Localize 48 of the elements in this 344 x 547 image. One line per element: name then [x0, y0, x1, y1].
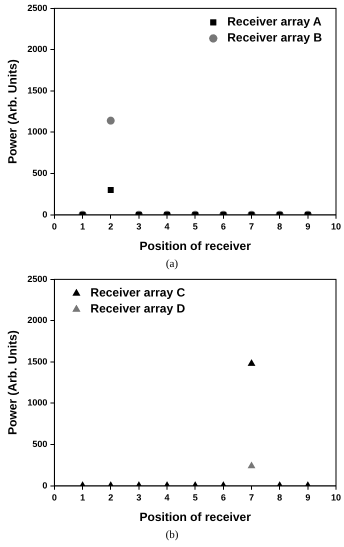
y-tick-label: 2500 [27, 2, 48, 13]
point [106, 116, 115, 125]
x-tick-label: 3 [136, 492, 142, 503]
y-tick-label: 1000 [27, 398, 48, 408]
y-tick-label: 500 [32, 439, 48, 450]
y-tick-label: 500 [32, 168, 48, 178]
legend-label: Receiver array A [227, 14, 322, 29]
y-axis-title: Power (Arb. Units) [6, 330, 20, 435]
x-tick-label: 0 [52, 492, 57, 503]
y-tick-label: 0 [42, 480, 48, 490]
x-tick-label: 10 [330, 222, 341, 232]
x-tick-label: 5 [192, 492, 198, 503]
x-tick-label: 5 [192, 222, 198, 232]
x-tick-label: 10 [330, 492, 341, 503]
point [108, 187, 114, 194]
text: (a) [164, 258, 180, 271]
legend-label: Receiver array B [227, 30, 322, 45]
x-tick-label: 8 [277, 492, 282, 503]
point [248, 360, 256, 366]
y-tick-label: 1500 [27, 356, 48, 366]
y-tick-label: 0 [42, 209, 48, 220]
y-axis-title: Power (Arb. Units) [6, 59, 20, 164]
legend-label: Receiver array D [90, 302, 186, 316]
x-tick-label: 7 [249, 222, 254, 232]
x-axis-title: Position of receiver [140, 239, 252, 254]
x-tick-label: 8 [277, 222, 282, 232]
x-tick-label: 1 [80, 492, 86, 503]
x-tick-label: 9 [305, 222, 310, 232]
y-tick-label: 2000 [27, 315, 48, 326]
x-tick-label: 3 [136, 222, 142, 232]
x-axis-title: Position of receiver [140, 510, 252, 524]
x-tick-label: 2 [108, 222, 114, 232]
x-tick-label: 2 [108, 492, 114, 503]
x-tick-label: 6 [220, 222, 226, 232]
x-tick-label: 1 [80, 222, 86, 232]
y-tick-label: 2000 [27, 44, 48, 54]
point [248, 462, 256, 468]
x-tick-label: 0 [52, 222, 57, 232]
y-tick-label: 1500 [27, 85, 48, 96]
x-tick-label: 9 [305, 492, 310, 503]
x-tick-label: 7 [249, 492, 254, 503]
y-tick-label: 1000 [27, 126, 48, 137]
y-tick-label: 2500 [27, 274, 48, 284]
x-tick-label: 6 [220, 492, 226, 503]
legend-label: Receiver array C [90, 286, 186, 300]
x-tick-label: 4 [164, 222, 170, 232]
text: (b) [164, 529, 180, 542]
x-tick-label: 4 [164, 492, 170, 503]
